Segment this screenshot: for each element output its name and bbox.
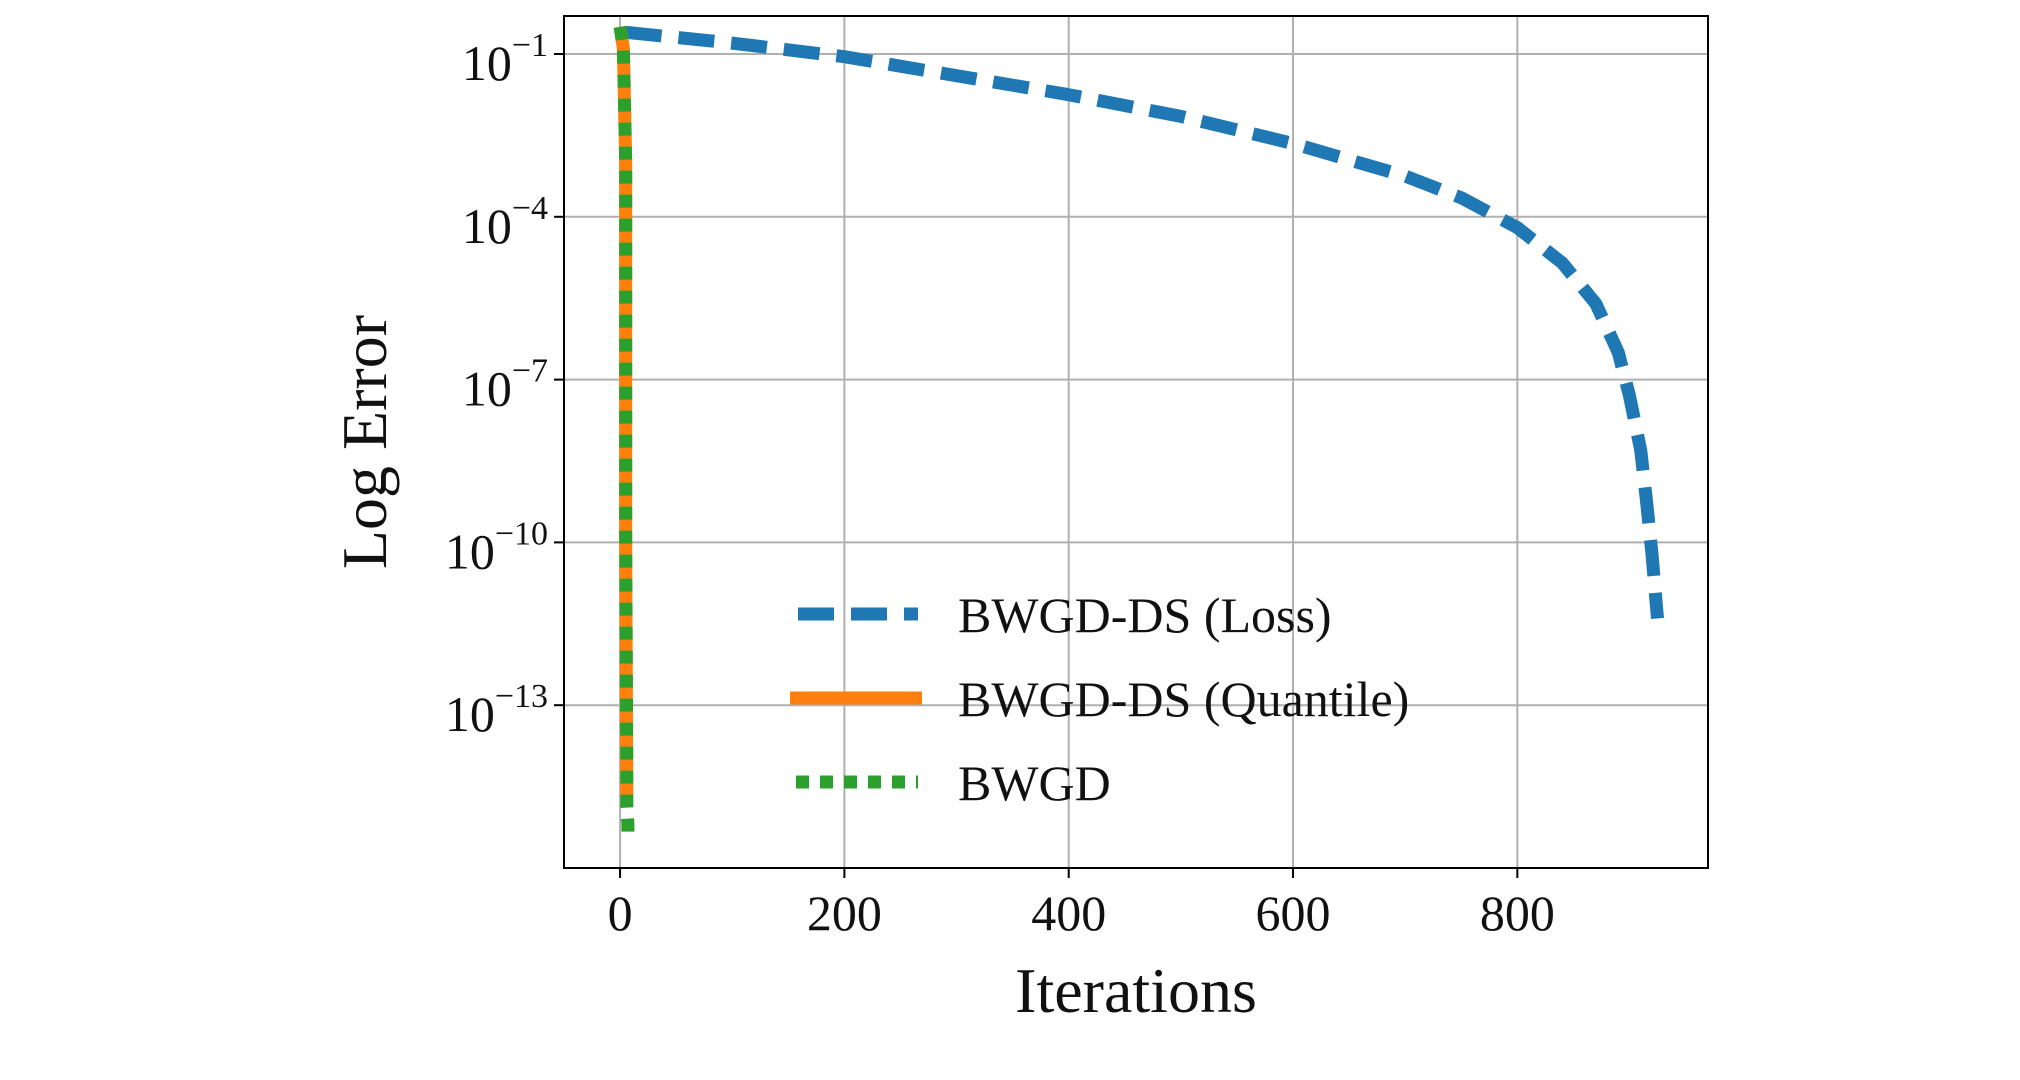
y-tick-label: 10−7 <box>462 353 548 417</box>
x-axis-label: Iterations <box>1015 955 1257 1026</box>
y-tick-base: 10 <box>445 686 495 742</box>
y-tick-label: 10−4 <box>462 190 548 254</box>
series-line-2 <box>613 25 635 841</box>
legend-label-quantile: BWGD-DS (Quantile) <box>958 671 1409 727</box>
legend: BWGD-DS (Loss) BWGD-DS (Quantile) BWGD <box>790 587 1409 811</box>
legend-label-bwgd: BWGD <box>958 755 1111 811</box>
x-axis-ticks: 0 200 400 600 800 <box>608 868 1555 941</box>
legend-label-loss: BWGD-DS (Loss) <box>958 587 1332 643</box>
y-tick-exponent: −13 <box>495 678 548 715</box>
series-lines <box>613 25 1664 841</box>
y-tick-label: 10−10 <box>445 515 548 579</box>
y-tick-base: 10 <box>462 198 512 254</box>
y-tick-exponent: −10 <box>495 515 548 552</box>
x-tick-label: 400 <box>1031 885 1106 941</box>
plot-frame <box>563 15 1709 869</box>
y-axis-label: Log Error <box>329 315 400 569</box>
y-tick-exponent: −4 <box>512 190 548 227</box>
series-line-0 <box>625 25 1664 619</box>
x-tick-label: 200 <box>807 885 882 941</box>
y-tick-label: 10−13 <box>445 678 548 742</box>
grid-lines <box>564 16 1708 868</box>
y-tick-base: 10 <box>462 361 512 417</box>
y-tick-label: 10−1 <box>462 27 548 91</box>
x-tick-label: 600 <box>1256 885 1331 941</box>
y-tick-exponent: −7 <box>512 353 548 390</box>
x-tick-label: 800 <box>1480 885 1555 941</box>
y-tick-base: 10 <box>462 35 512 91</box>
y-tick-base: 10 <box>445 523 495 579</box>
y-tick-exponent: −1 <box>512 27 548 64</box>
x-tick-label: 0 <box>608 885 633 941</box>
